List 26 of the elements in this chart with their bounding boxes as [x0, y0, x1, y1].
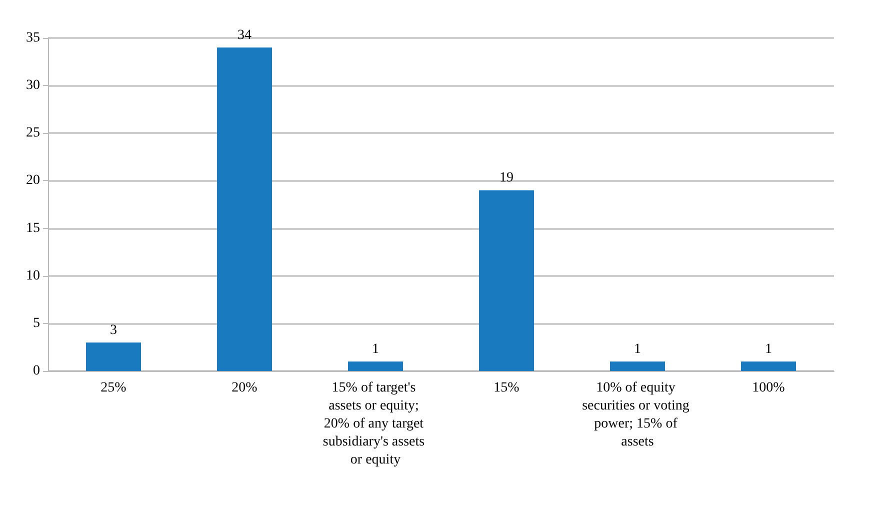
y-tick-label: 15 [26, 220, 40, 236]
bar [348, 361, 404, 371]
y-tick-label: 5 [33, 316, 40, 331]
bar [86, 342, 142, 371]
data-label: 19 [500, 170, 514, 186]
bar [610, 361, 666, 371]
x-tick-label: 100% [752, 380, 786, 396]
x-tick-label: 25% [100, 380, 127, 396]
y-tick-label: 35 [26, 30, 40, 46]
data-label: 1 [372, 342, 379, 357]
y-tick-label: 25 [26, 126, 40, 141]
y-tick-label: 30 [26, 78, 40, 94]
data-label: 1 [634, 342, 641, 357]
bar [478, 190, 534, 371]
y-tick-label: 20 [26, 173, 40, 188]
data-label: 1 [765, 342, 772, 357]
bar [216, 48, 272, 371]
y-tick-label: 0 [33, 364, 40, 378]
x-tick-label: 10% of equity securities or voting power; 15% of assets [582, 380, 693, 450]
data-label: 34 [238, 28, 252, 44]
x-tick-label: 15% of target's assets or equity; 20% of any target subsidiary's assets or equity [322, 380, 428, 468]
data-label: 3 [110, 322, 117, 338]
bar [740, 361, 796, 371]
x-tick-label: 15% [494, 380, 520, 396]
y-tick-label: 10 [26, 268, 40, 284]
x-tick-label: 20% [232, 380, 258, 396]
